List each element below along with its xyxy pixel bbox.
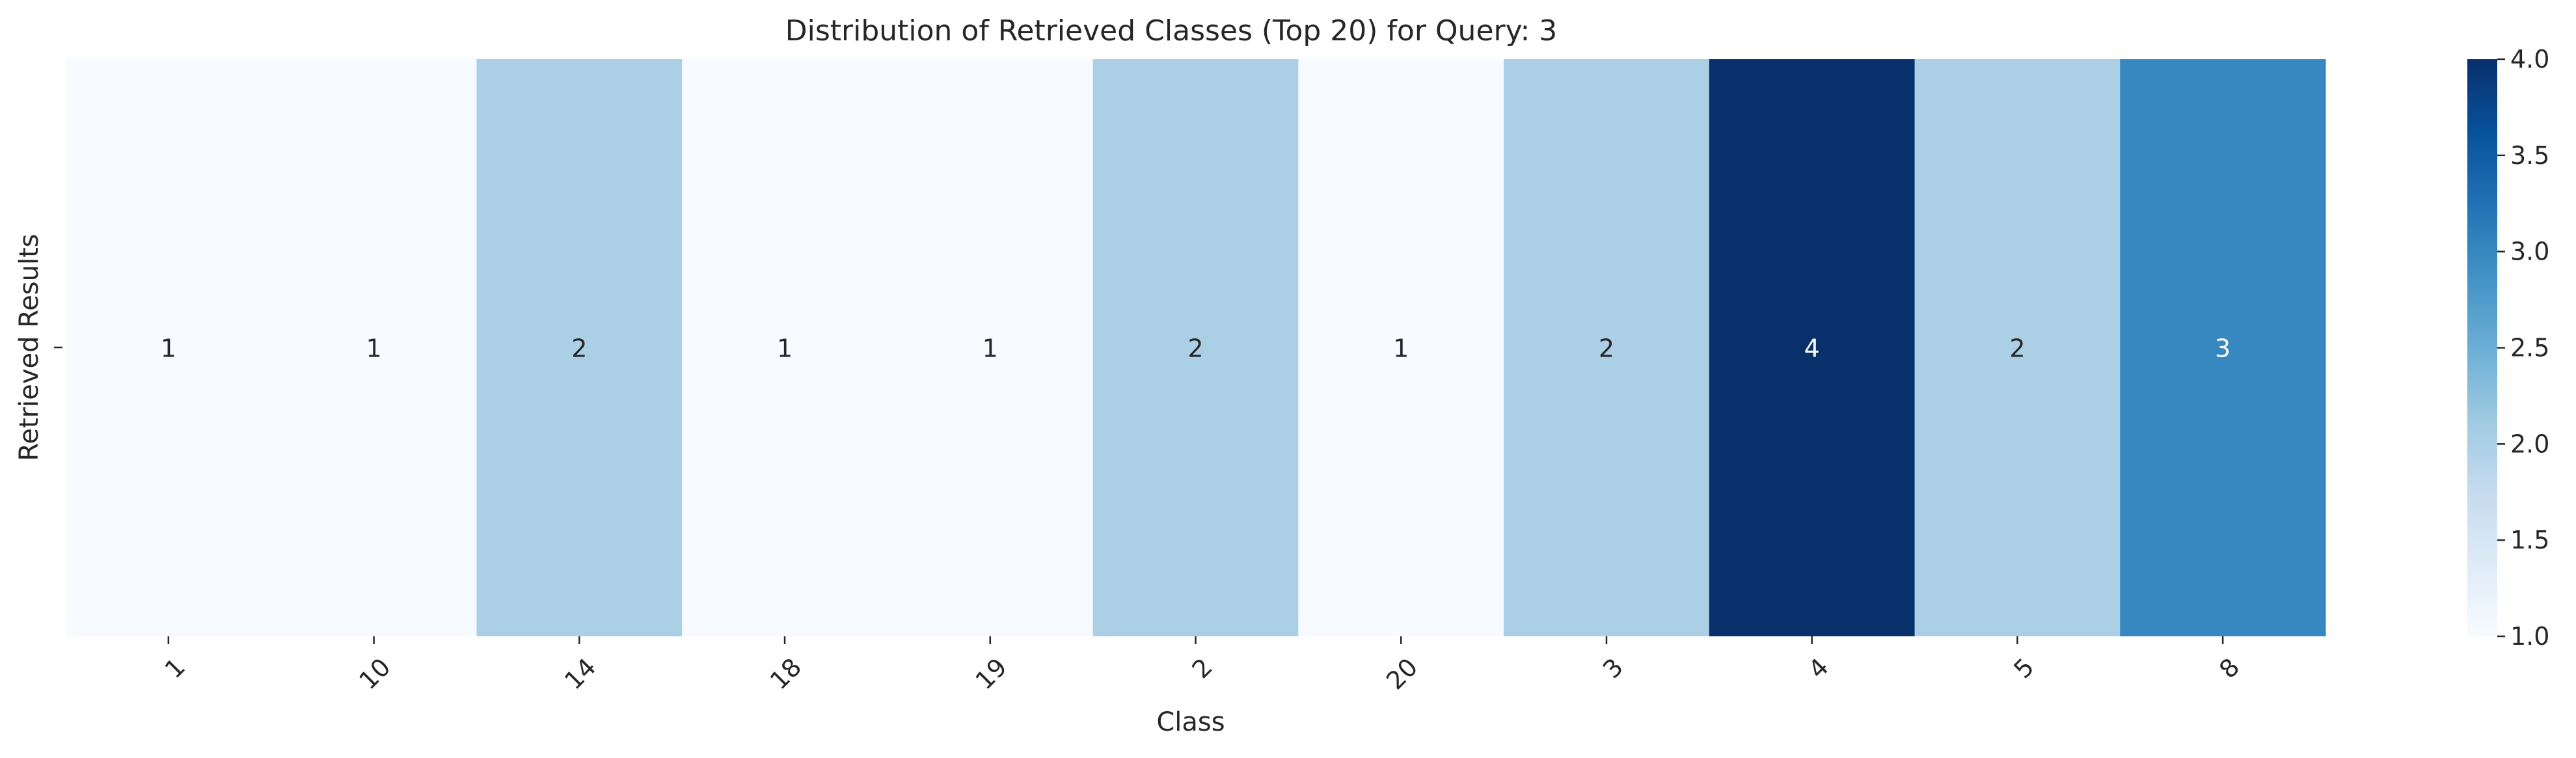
x-tick-label: 14 <box>559 653 601 695</box>
heatmap-cell <box>1709 59 1916 636</box>
heatmap-cell <box>1092 59 1299 636</box>
x-axis-ticks: 1 10 14 18 19 2 20 3 4 5 8 <box>159 636 2245 695</box>
cell-value-label: 4 <box>1804 334 1820 363</box>
colorbar-tick-label: 1.0 <box>2510 622 2549 651</box>
cell-value-label: 3 <box>2215 334 2230 363</box>
x-tick-label: 4 <box>1803 653 1834 684</box>
x-tick-label: 20 <box>1381 653 1423 695</box>
heatmap-cell <box>887 59 1094 636</box>
heatmap-cell <box>2120 59 2326 636</box>
colorbar-tick-label: 1.5 <box>2510 526 2549 554</box>
x-tick-label: 3 <box>1597 653 1629 684</box>
cell-value-label: 2 <box>2009 334 2025 363</box>
cell-value-label: 2 <box>571 334 587 363</box>
cell-value-label: 1 <box>366 334 381 363</box>
cell-value-label: 1 <box>161 334 176 363</box>
x-tick-label: 1 <box>159 653 191 684</box>
colorbar-tick-label: 3.0 <box>2510 237 2549 266</box>
heatmap-cell <box>682 59 888 636</box>
heatmap-cell <box>66 59 272 636</box>
cell-value-label: 2 <box>1187 334 1203 363</box>
heatmap-cell <box>271 59 478 636</box>
x-tick-label: 8 <box>2214 653 2245 684</box>
x-tick-label: 10 <box>353 653 396 695</box>
cell-value-label: 1 <box>777 334 793 363</box>
x-tick-label: 2 <box>1186 653 1217 684</box>
x-tick-label: 18 <box>765 653 807 695</box>
colorbar-tick-label: 2.5 <box>2510 334 2549 362</box>
heatmap-cell <box>476 59 683 636</box>
heatmap-cell <box>1914 59 2121 636</box>
colorbar-tick-label: 3.5 <box>2510 141 2549 170</box>
heatmap-cells <box>66 59 2326 636</box>
cell-value-label: 1 <box>1393 334 1409 363</box>
colorbar-tick-label: 4.0 <box>2510 45 2549 74</box>
y-axis-label: Retrieved Results <box>14 234 44 461</box>
colorbar <box>2467 59 2497 636</box>
heatmap-cell <box>1504 59 1710 636</box>
cell-value-label: 2 <box>1599 334 1614 363</box>
heatmap-cell <box>1298 59 1504 636</box>
cell-annotations: 1 1 2 1 1 2 1 2 4 2 3 <box>161 334 2230 363</box>
chart-title: Distribution of Retrieved Classes (Top 2… <box>785 14 1558 47</box>
x-tick-label: 5 <box>2008 653 2039 684</box>
colorbar-ticks: 1.0 1.5 2.0 2.5 3.0 3.5 4.0 <box>2497 45 2549 651</box>
x-axis-label: Class <box>1156 707 1225 737</box>
colorbar-tick-label: 2.0 <box>2510 429 2549 458</box>
cell-value-label: 1 <box>983 334 998 363</box>
x-tick-label: 19 <box>970 653 1012 695</box>
